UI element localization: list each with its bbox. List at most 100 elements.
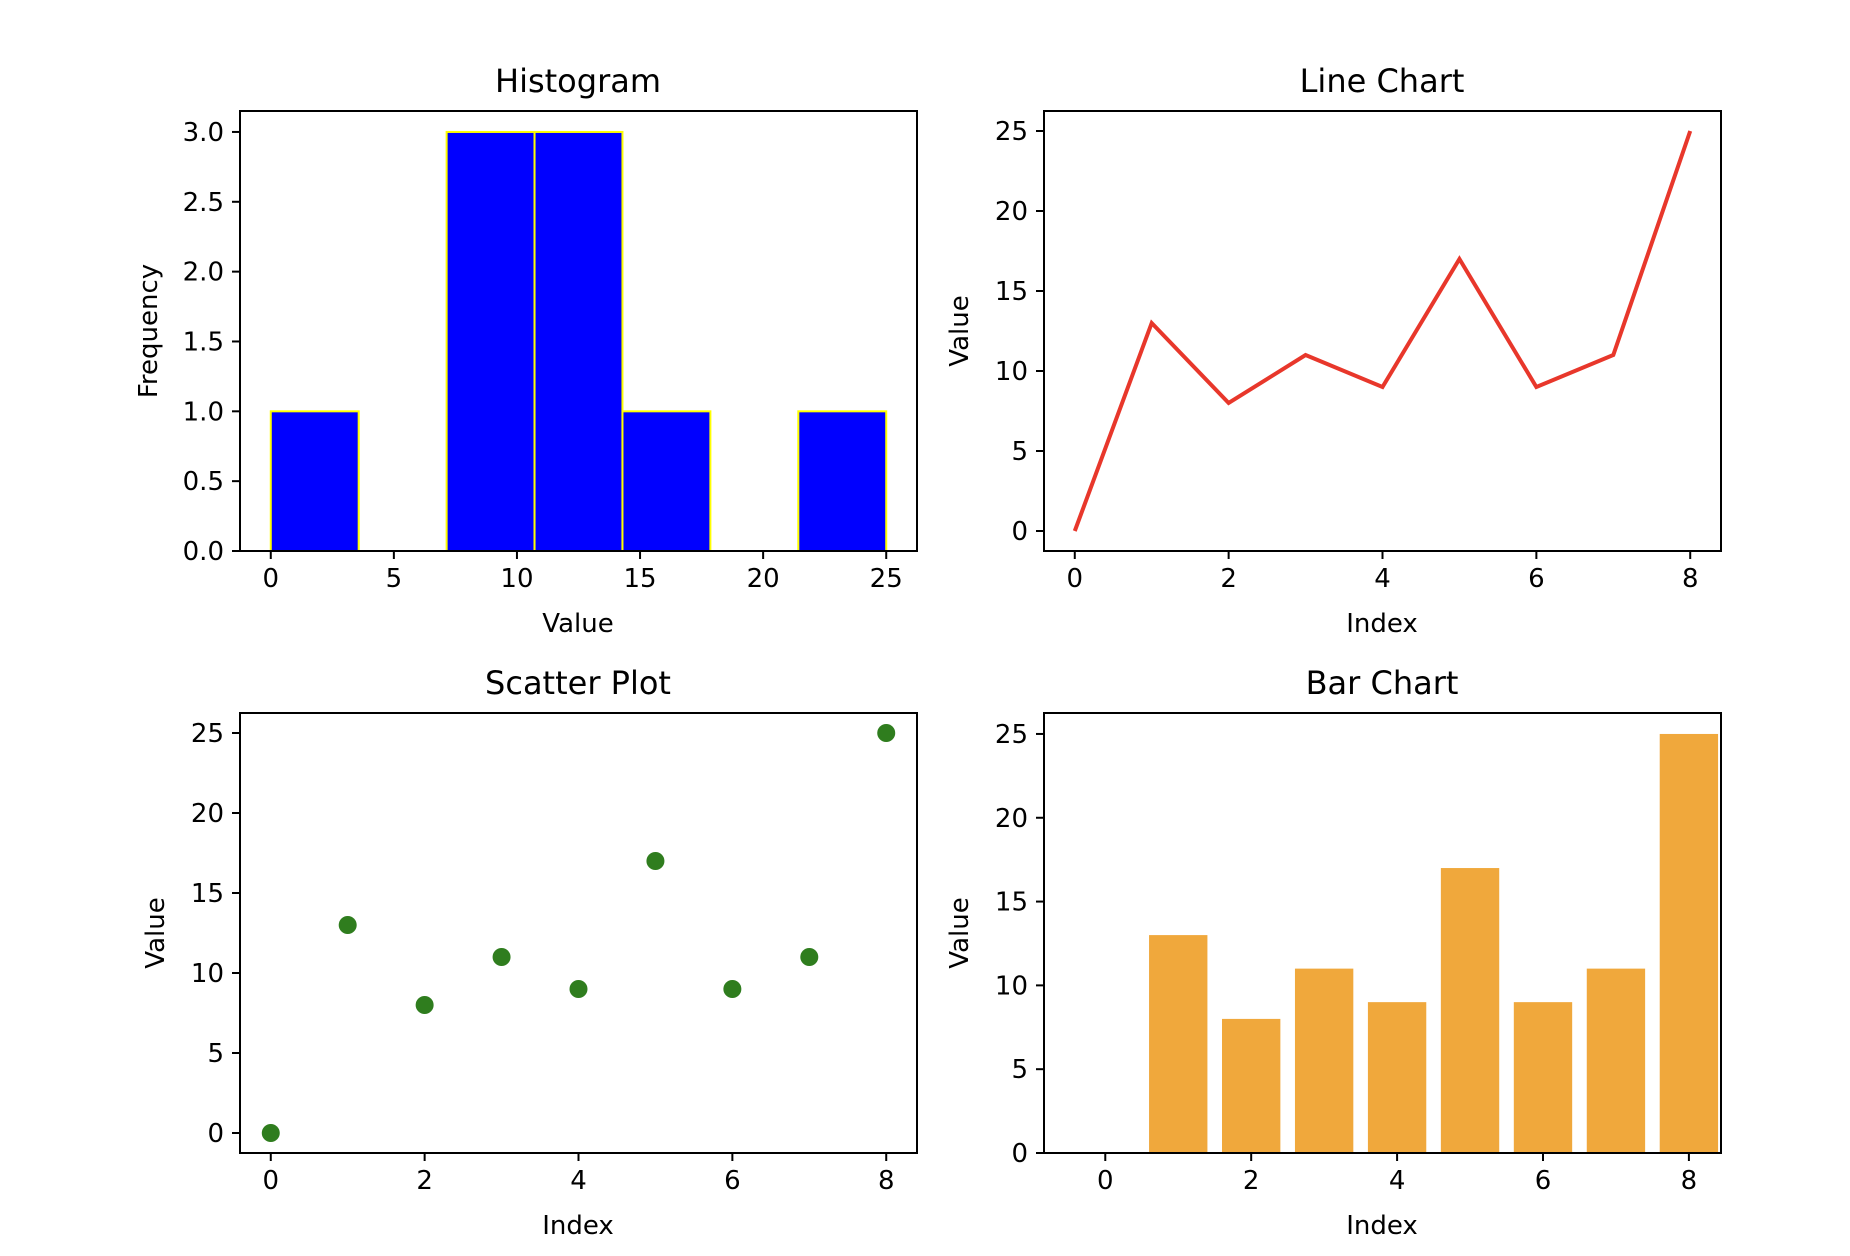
scatter-plot-y-tick-label: 15 (191, 879, 224, 909)
histogram-bar (445, 130, 536, 552)
line-chart-y-tick-label: 10 (995, 357, 1028, 387)
bar-chart-y-ticks: 0 5 10 15 20 25 (995, 720, 1044, 1169)
line-chart-title: Line Chart (1300, 62, 1465, 100)
scatter-point (492, 948, 511, 966)
scatter-point (646, 852, 665, 870)
scatter-point (415, 996, 434, 1014)
scatter-plot-title: Scatter Plot (485, 664, 671, 702)
bar-chart-x-ticks: 0 2 4 6 8 (1097, 1153, 1697, 1196)
line-chart-x-tick-label: 6 (1528, 564, 1545, 594)
histogram-x-tick-label: 25 (870, 564, 903, 594)
bar-chart-bar (1149, 935, 1208, 1153)
bar-chart-title: Bar Chart (1306, 664, 1459, 702)
histogram-panel: 0 5 10 15 20 25 0.0 0.5 1.0 1.5 2.0 2.5 3.0 Histogr… (134, 62, 918, 639)
scatter-point (723, 980, 742, 998)
line-chart-x-axis-label: Index (1346, 609, 1418, 639)
scatter-plot-y-tick-label: 10 (191, 959, 224, 989)
scatter-plot-x-tick-label: 6 (724, 1166, 741, 1196)
scatter-plot-x-tick-label: 4 (570, 1166, 587, 1196)
bar-chart-bar (1659, 733, 1719, 1153)
bar-chart-bar (1294, 968, 1354, 1153)
bar-chart-panel: 0 2 4 6 8 0 5 10 15 20 25 Bar Chart Index Value (945, 664, 1722, 1241)
histogram-y-axis-label: Frequency (134, 264, 164, 398)
line-chart-y-ticks: 0 5 10 15 20 25 (995, 117, 1044, 547)
histogram-x-tick-label: 20 (747, 564, 780, 594)
bar-chart-y-tick-label: 10 (995, 971, 1028, 1001)
scatter-point (569, 980, 588, 998)
histogram-y-tick-label: 3.0 (183, 118, 224, 148)
line-chart-x-ticks: 0 2 4 6 8 (1066, 551, 1699, 594)
histogram-x-tick-label: 10 (500, 564, 533, 594)
scatter-point (261, 1124, 280, 1142)
scatter-plot-y-axis-label: Value (141, 897, 171, 968)
line-chart-x-tick-label: 4 (1374, 564, 1391, 594)
line-chart-y-tick-label: 5 (1011, 437, 1028, 467)
bar-chart-bar (1222, 1018, 1281, 1153)
histogram-frame (239, 110, 918, 552)
scatter-plot-x-tick-label: 8 (878, 1166, 895, 1196)
scatter-plot-y-tick-label: 0 (207, 1119, 224, 1149)
bar-chart-y-tick-label: 15 (995, 888, 1028, 918)
histogram-y-tick-label: 0.0 (183, 537, 224, 567)
histogram-y-tick-label: 0.5 (183, 467, 224, 497)
scatter-plot-y-tick-label: 20 (191, 799, 224, 829)
bar-chart-x-tick-label: 0 (1097, 1166, 1114, 1196)
histogram-x-ticks: 0 5 10 15 20 25 (262, 551, 903, 594)
histogram-bar (269, 410, 360, 553)
bar-chart-x-tick-label: 8 (1681, 1166, 1698, 1196)
line-chart-y-tick-label: 15 (995, 277, 1028, 307)
bar-chart-bar (1440, 868, 1500, 1153)
scatter-plot-x-ticks: 0 2 4 6 8 (262, 1153, 895, 1196)
histogram-bar (797, 410, 888, 553)
histogram-bar (533, 130, 624, 552)
line-chart-x-tick-label: 0 (1066, 564, 1083, 594)
bar-chart-x-axis-label: Index (1346, 1211, 1418, 1241)
bar-chart-bar (1586, 968, 1646, 1153)
line-chart-y-tick-label: 20 (995, 197, 1028, 227)
scatter-plot-y-tick-label: 25 (191, 719, 224, 749)
histogram-title: Histogram (495, 62, 661, 100)
histogram-y-ticks: 0.0 0.5 1.0 1.5 2.0 2.5 3.0 (183, 118, 240, 567)
scatter-point (800, 948, 819, 966)
bar-chart-y-tick-label: 25 (995, 720, 1028, 750)
scatter-plot-x-tick-label: 2 (416, 1166, 433, 1196)
histogram-y-tick-label: 2.0 (183, 258, 224, 288)
scatter-point (338, 916, 357, 934)
histogram-y-tick-label: 1.5 (183, 327, 224, 357)
histogram-bars (269, 130, 888, 553)
bar-chart-bar (1367, 1002, 1427, 1153)
bar-chart-y-tick-label: 20 (995, 804, 1028, 834)
line-chart-y-axis-label: Value (945, 295, 975, 366)
line-chart-panel: 0 2 4 6 8 0 5 10 15 20 25 Line Chart Index Value (945, 62, 1722, 639)
scatter-plot-y-ticks: 0 5 10 15 20 25 (191, 719, 240, 1149)
bar-chart-frame (1043, 712, 1722, 1154)
scatter-plot-x-tick-label: 0 (262, 1166, 279, 1196)
scatter-plot-x-axis-label: Index (542, 1211, 614, 1241)
bar-chart-x-tick-label: 6 (1535, 1166, 1552, 1196)
scatter-point (877, 724, 896, 742)
histogram-y-tick-label: 2.5 (183, 188, 224, 218)
line-chart-series-line (1072, 130, 1693, 532)
bar-chart-x-tick-label: 2 (1243, 1166, 1260, 1196)
bar-chart-bars (1149, 733, 1719, 1153)
bar-chart-x-tick-label: 4 (1389, 1166, 1406, 1196)
histogram-x-tick-label: 5 (386, 564, 403, 594)
histogram-x-axis-label: Value (542, 609, 613, 639)
bar-chart-y-axis-label: Value (945, 897, 975, 968)
histogram-x-tick-label: 15 (623, 564, 656, 594)
histogram-y-tick-label: 1.0 (183, 397, 224, 427)
scatter-plot-y-tick-label: 5 (207, 1039, 224, 1069)
line-chart-series (1072, 130, 1693, 532)
histogram-x-tick-label: 0 (262, 564, 279, 594)
bar-chart-y-tick-label: 5 (1011, 1055, 1028, 1085)
line-chart-x-tick-label: 8 (1682, 564, 1699, 594)
histogram-bar (621, 410, 712, 553)
line-chart-y-tick-label: 0 (1011, 517, 1028, 547)
line-chart-y-tick-label: 25 (995, 117, 1028, 147)
bar-chart-y-tick-label: 0 (1011, 1139, 1028, 1169)
scatter-plot-frame (239, 712, 918, 1154)
line-chart-x-tick-label: 2 (1220, 564, 1237, 594)
scatter-plot-points (261, 724, 896, 1142)
bar-chart-bar (1513, 1002, 1573, 1153)
